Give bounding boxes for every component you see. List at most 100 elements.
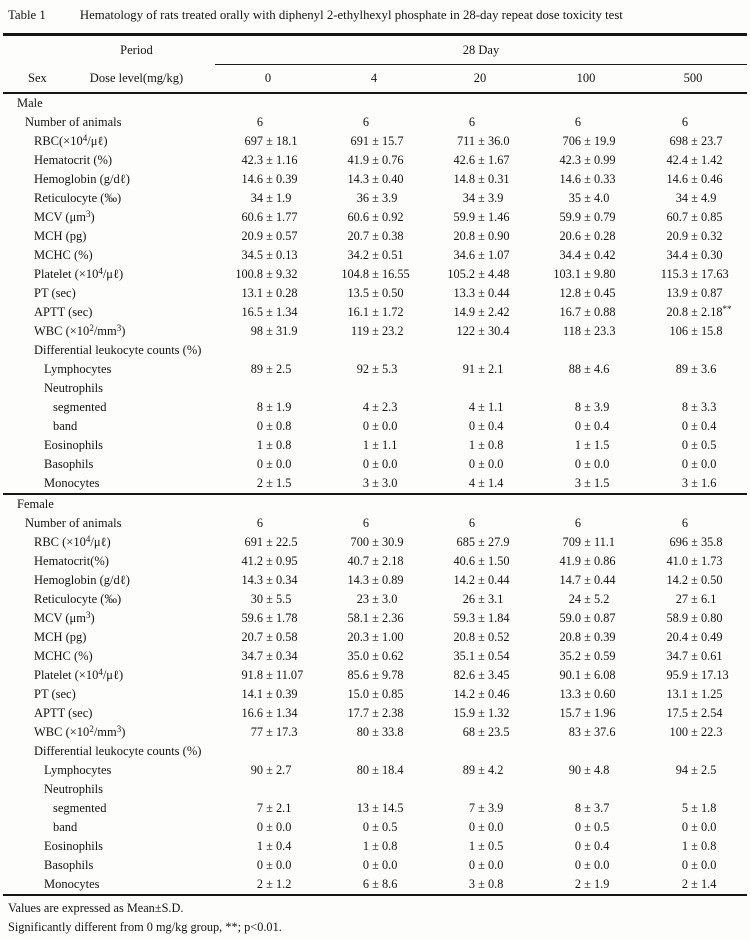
plus-minus: ± (691, 400, 698, 414)
sd-value: 0.0 (701, 858, 717, 872)
sd-value (276, 514, 317, 533)
sd-value: 6.1 (701, 592, 717, 606)
plus-minus: ± (691, 839, 698, 853)
value-cell: 20.8 ±2.18** (639, 303, 747, 322)
value-group: 60.7 ±0.85 (644, 208, 742, 227)
plus-minus: ± (584, 229, 591, 243)
plus-minus: ± (584, 286, 591, 300)
table-row: MCHC (%) 34.5 ±0.13 34.2 ±0.51 34.6 ±1.07 34.4 ±… (3, 246, 747, 265)
row-label: MCV (μm3) (34, 610, 95, 626)
plus-minus: ± (266, 763, 273, 777)
plus-minus: ± (584, 630, 591, 644)
dose-value: 20 (473, 71, 487, 85)
mean-value: 3 (574, 476, 581, 490)
value-cell: 104.8 ±16.55 (321, 265, 427, 284)
mean-value: 3 (681, 476, 688, 490)
plus-minus: ± (478, 248, 485, 262)
value-cell: 4 ±1.1 (427, 398, 533, 417)
sd-value: 2.3 (382, 400, 398, 414)
mean-value: 35.1 (453, 649, 475, 663)
mean-value: 20.7 (347, 229, 369, 243)
value-group: 59.9 ±1.46 (431, 208, 529, 227)
mean-value: 90.1 (559, 668, 581, 682)
sd-value: 0.13 (276, 248, 298, 262)
plus-minus: ± (584, 153, 591, 167)
plus-minus: ± (584, 305, 591, 319)
mean-value: 42.3 (241, 153, 263, 167)
value-cell: 82.6 ±3.45 (427, 666, 533, 685)
sd-value: 15.7 (382, 134, 404, 148)
plus-minus: ± (691, 457, 698, 471)
sd-value: 0.40 (382, 172, 404, 186)
mean-value: 42.4 (666, 153, 688, 167)
value-group: 691 ±15.7 (325, 132, 423, 151)
value-group: 7 ±2.1 (219, 799, 317, 818)
mean-value: 15.0 (347, 687, 369, 701)
mean-value: 6 (362, 115, 369, 129)
plus-minus: ± (584, 877, 591, 891)
value-group: 20.8 ±2.18** (644, 303, 742, 322)
value-cell: 34 ±4.9 (639, 189, 747, 208)
sd-value: 2.54 (701, 706, 723, 720)
table-row: Reticulocyte (‰) 34 ±1.9 36 ±3.9 34 ±3.9 35 ±4.0… (3, 189, 747, 208)
value-group: 106 ±15.8 (644, 322, 742, 341)
mean-value: 40.6 (453, 554, 475, 568)
value-cell: 80 ±33.8 (321, 723, 427, 742)
plus-minus: ± (478, 210, 485, 224)
value-group: 8 ±1.9 (219, 398, 317, 417)
plus-minus: ± (691, 210, 698, 224)
sd-value: 0.28 (594, 229, 616, 243)
mean-value: 41.0 (666, 554, 688, 568)
value-cell: 14.6 ±0.46 (639, 170, 747, 189)
mean-value: 85.6 (347, 668, 369, 682)
value-group: 34 ±3.9 (431, 189, 529, 208)
sd-value: 0.80 (701, 611, 723, 625)
table-row: MCH (pg) 20.9 ±0.57 20.7 ±0.38 20.8 ±0.90 20.6 ±… (3, 227, 747, 246)
plus-minus: ± (266, 668, 273, 682)
sd-value: 1.6 (701, 476, 717, 490)
value-group: 34.4 ±0.30 (644, 246, 742, 265)
table-body: Male Number of animals 6 6 6 6 6 RBC(×104/μℓ) 69… (3, 94, 747, 894)
value-cell: 14.9 ±2.42 (427, 303, 533, 322)
sd-value: 0.5 (488, 839, 504, 853)
mean-value: 34.5 (241, 248, 263, 262)
value-cell: 68 ±23.5 (427, 723, 533, 742)
sd-value (488, 113, 529, 132)
value-group: 3 ±3.0 (325, 474, 423, 493)
value-cell: 0 ±0.0 (427, 455, 533, 474)
plus-minus: ± (691, 134, 698, 148)
table-row: Number of animals 6 6 6 6 6 (3, 113, 747, 132)
value-cell: 20.9 ±0.32 (639, 227, 747, 246)
sd-value: 17.3 (276, 725, 298, 739)
value-cell: 118 ±23.3 (533, 322, 639, 341)
value-group: 60.6 ±1.77 (219, 208, 317, 227)
sd-value: 16.55 (382, 267, 410, 281)
plus-minus: ± (691, 535, 698, 549)
plus-minus: ± (478, 419, 485, 433)
value-group: 77 ±17.3 (219, 723, 317, 742)
value-group: 85.6 ±9.78 (325, 666, 423, 685)
value-group: 3 ±1.6 (644, 474, 742, 493)
value-group: 118 ±23.3 (537, 322, 635, 341)
value-cell: 0 ±0.0 (321, 417, 427, 436)
value-group: 90.1 ±6.08 (537, 666, 635, 685)
plus-minus: ± (266, 801, 273, 815)
row-label: Eosinophils (44, 839, 104, 853)
mean-value: 685 (456, 535, 475, 549)
plus-minus: ± (478, 668, 485, 682)
mean-value: 58.9 (666, 611, 688, 625)
value-group: 7 ±3.9 (431, 799, 529, 818)
value-group: 34 ±4.9 (644, 189, 742, 208)
row-label: WBC (×102/mm3) (34, 724, 126, 740)
sd-value: 0.4 (701, 419, 717, 433)
sd-value: 0.0 (488, 820, 504, 834)
value-group: 20.8 ±0.52 (431, 628, 529, 647)
footnotes: Values are expressed as Mean±S.D. Signif… (0, 899, 750, 937)
value-cell: 42.3 ±0.99 (533, 151, 639, 170)
plus-minus: ± (478, 554, 485, 568)
plus-minus: ± (478, 286, 485, 300)
value-cell: 6 ±8.6 (321, 875, 427, 894)
value-group: 20.7 ±0.38 (325, 227, 423, 246)
mean-value: 83 (568, 725, 581, 739)
value-group: 34.2 ±0.51 (325, 246, 423, 265)
